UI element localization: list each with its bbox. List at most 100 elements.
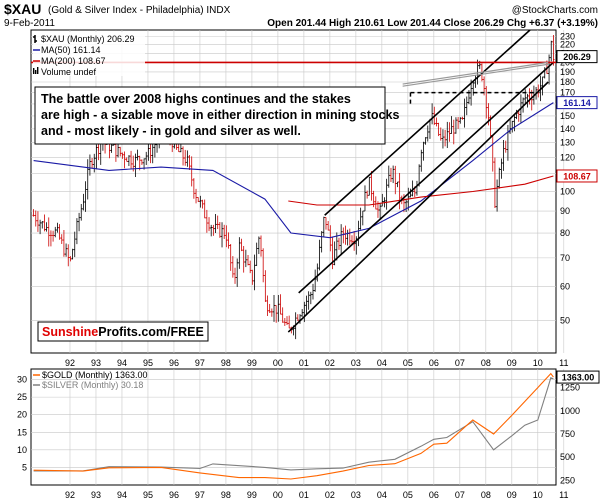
lower-x-tick-label: 06 [429,490,439,500]
x-tick-label: 99 [247,358,257,368]
legend-gold: $GOLD (Monthly) 1363.00 [42,370,148,380]
lower-x-tick-label: 08 [481,490,491,500]
chart-name: (Gold & Silver Index - Philadelphia) IND… [48,5,231,16]
legend-silver: $SILVER (Monthly) 30.18 [42,380,143,390]
svg-text:SunshineProfits.com/FREE: SunshineProfits.com/FREE [42,325,204,339]
main-value-labels: 206.29 161.14 108.67 [556,50,598,183]
lower-value-label: 1363.00 [562,373,595,383]
right-y-tick-label: 750 [560,429,575,439]
volume-bars-icon [33,67,39,74]
lower-x-tick-label: 04 [377,490,387,500]
y-tick-label: 130 [560,138,575,148]
annotation-box: The battle over 2008 highs continues and… [34,86,403,145]
x-tick-label: 08 [481,358,491,368]
x-tick-label: 93 [91,358,101,368]
lower-x-tick-label: 00 [273,490,283,500]
right-y-tick-label: 1000 [560,406,580,416]
silver-line [33,377,554,472]
x-tick-label: 10 [533,358,543,368]
y-tick-label: 220 [560,40,575,50]
gold-line [33,372,554,480]
lower-panel [30,368,557,486]
value-label: 206.29 [563,52,591,62]
ma200-line [288,175,554,206]
lower-x-tick-label: 10 [533,490,543,500]
value-label-box [556,169,598,183]
x-tick-label: 00 [273,358,283,368]
value-label-box [556,50,598,64]
x-tick-label: 03 [351,358,361,368]
lower-x-tick-label: 07 [455,490,465,500]
y-tick-label: 170 [560,88,575,98]
y-tick-label: 50 [560,316,570,326]
left-y-tick-label: 10 [17,445,27,455]
lower-x-tick-label: 98 [221,490,231,500]
left-y-tick-label: 5 [22,462,27,472]
x-tick-label: 04 [377,358,387,368]
lower-x-tick-label: 05 [403,490,413,500]
y-tick-label: 80 [560,228,570,238]
brand-profits: Profits.com/FREE [98,325,204,339]
lower-x-tick-label: 01 [299,490,309,500]
y-tick-label: 230 [560,31,575,41]
x-tick-label: 05 [403,358,413,368]
lower-x-tick-label: 94 [117,490,127,500]
y-tick-label: 70 [560,253,570,263]
lower-value-label-box [556,370,600,384]
lower-legend: $GOLD (Monthly) 1363.00 $SILVER (Monthly… [33,370,148,390]
lower-x-tick-label: 93 [91,490,101,500]
x-tick-label: 92 [65,358,75,368]
lower-x-axis: 92 93 94 95 96 97 98 99 00 01 02 03 04 05 06 07 08 09 10 11 [65,490,568,500]
chart-date: 9-Feb-2011 [4,18,55,29]
lower-x-tick-label: 99 [247,490,257,500]
x-tick-label: 01 [299,358,309,368]
lower-x-tick-label: 95 [143,490,153,500]
lower-series [33,372,554,480]
y-tick-label: 120 [560,153,575,163]
trend-line-mid [298,61,554,294]
y-tick-label: 60 [560,282,570,292]
y-tick-label: 100 [560,186,575,196]
right-y-tick-label: 500 [560,452,575,462]
lower-y-axes: 5 10 15 20 25 30 250 500 750 1000 1250 [17,375,580,486]
ma50-line [33,102,554,239]
trend-line-upper [324,29,531,216]
lower-x-tick-label: 03 [351,490,361,500]
chart-symbol: $XAU [4,1,41,17]
x-tick-label: 06 [429,358,439,368]
x-tick-label: 98 [221,358,231,368]
left-y-tick-label: 30 [17,375,27,385]
value-label: 161.14 [563,98,591,108]
legend-ma200: MA(200) 108.67 [41,56,106,66]
x-tick-label: 95 [143,358,153,368]
lower-x-tick-label: 09 [507,490,517,500]
y-tick-label: 190 [560,67,575,77]
value-label: 108.67 [563,171,591,181]
trend-line-lower [287,81,549,333]
watermark: @StockCharts.com [512,5,598,16]
y-tick-label: 90 [560,206,570,216]
x-tick-label: 94 [117,358,127,368]
annotation-text: The battle over 2008 highs continues and… [41,92,403,138]
x-tick-label: 97 [195,358,205,368]
y-tick-label: 150 [560,111,575,121]
x-tick-label: 11 [559,358,568,368]
lower-x-tick-label: 97 [195,490,205,500]
x-tick-label: 96 [169,358,179,368]
legend-ma50: MA(50) 161.14 [41,45,101,55]
left-y-tick-label: 15 [17,427,27,437]
x-tick-label: 02 [325,358,335,368]
right-y-tick-label: 1250 [560,383,580,393]
lower-value-labels: 1363.00 [556,370,600,384]
y-tick-label: 140 [560,124,575,134]
legend-volume: Volume undef [41,67,97,77]
right-y-tick-label: 250 [560,475,575,485]
main-legend: $XAU (Monthly) 206.29 MA(50) 161.14 MA(2… [33,32,145,77]
left-y-tick-label: 25 [17,392,27,402]
main-x-axis: 92 93 94 95 96 97 98 99 00 01 02 03 04 05 06 07 08 09 10 11 [65,358,568,368]
gray-trend-line [402,61,549,85]
brand-sunshine: Sunshine [42,325,98,339]
y-tick-label: 180 [560,77,575,87]
lower-x-tick-label: 96 [169,490,179,500]
